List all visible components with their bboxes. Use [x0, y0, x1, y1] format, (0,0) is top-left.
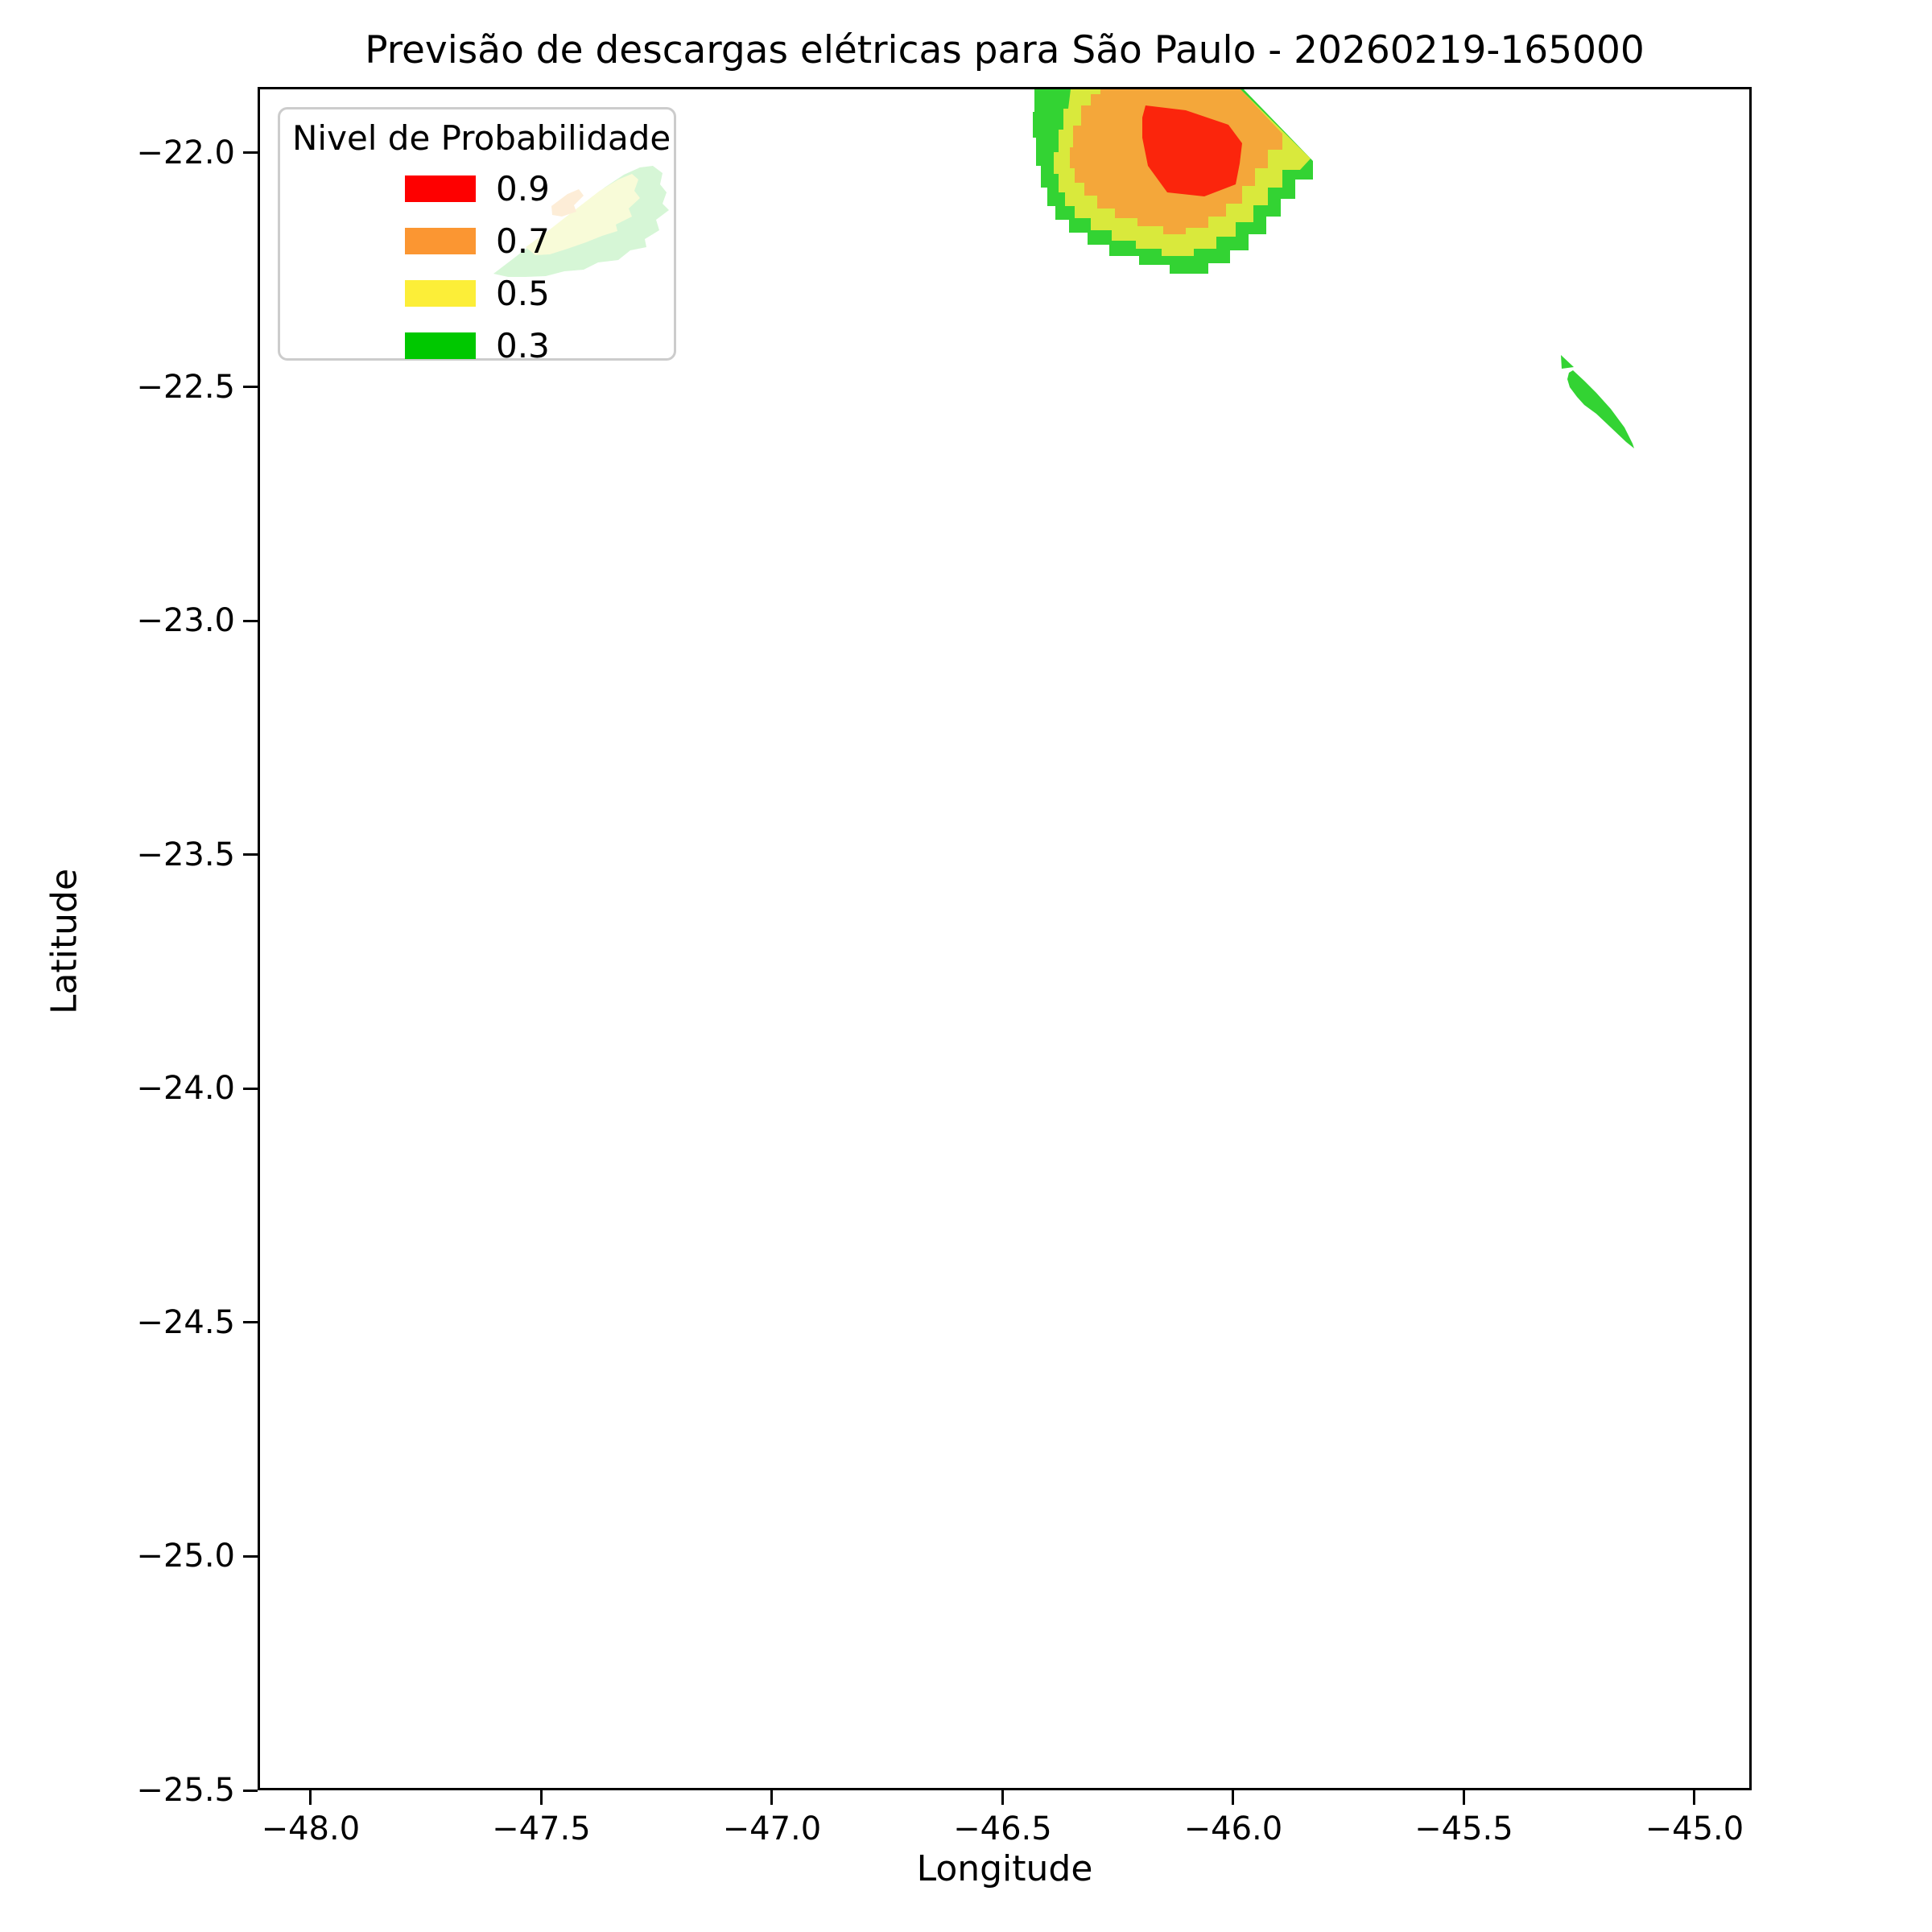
x-tick-mark [309, 1790, 312, 1805]
x-tick-label: −46.5 [953, 1810, 1052, 1847]
figure-title: Previsão de descargas elétricas para São… [365, 28, 1645, 72]
y-tick-mark [243, 1087, 258, 1090]
y-axis-label: Latitude [43, 868, 85, 1015]
legend-entry-label: 0.7 [496, 221, 550, 261]
x-tick-mark [1693, 1790, 1696, 1805]
y-tick-label: −22.0 [136, 134, 235, 171]
legend-entry-label: 0.3 [496, 325, 550, 365]
legend-title: Nivel de Probabilidade [292, 118, 671, 158]
x-tick-mark [1462, 1790, 1465, 1805]
legend-swatch-0.7 [405, 228, 476, 254]
x-tick-mark [1001, 1790, 1004, 1805]
y-tick-label: −23.5 [136, 836, 235, 873]
y-tick-mark [243, 386, 258, 389]
legend-entry: 0.7 [280, 215, 674, 267]
y-tick-label: −24.0 [136, 1070, 235, 1108]
legend-rows: 0.9 0.7 0.5 0.3 [280, 163, 674, 372]
y-tick-mark [243, 1321, 258, 1324]
y-tick-mark [243, 619, 258, 622]
legend-entry-label: 0.5 [496, 273, 550, 313]
x-tick-label: −47.5 [492, 1810, 591, 1847]
x-tick-label: −47.0 [722, 1810, 822, 1847]
y-tick-label: −22.5 [136, 368, 235, 406]
x-tick-label: −48.0 [261, 1810, 361, 1847]
x-axis-label: Longitude [916, 1848, 1093, 1889]
y-tick-label: −23.0 [136, 602, 235, 640]
legend-entry: 0.9 [280, 163, 674, 215]
y-tick-mark [243, 1789, 258, 1792]
axes-frame: Nivel de Probabilidade 0.9 0.7 0.5 0.3 [258, 87, 1752, 1790]
y-tick-mark [243, 853, 258, 857]
y-tick-label: −24.5 [136, 1303, 235, 1341]
small-cell-sliver-0.3 [1567, 370, 1634, 448]
x-tick-mark [1232, 1790, 1235, 1805]
y-tick-label: −25.5 [136, 1772, 235, 1809]
legend-entry: 0.3 [280, 320, 674, 372]
y-tick-mark [243, 1554, 258, 1558]
x-tick-mark [770, 1790, 774, 1805]
contour-plot [493, 89, 1634, 448]
legend-swatch-0.5 [405, 280, 476, 307]
legend-entry-label: 0.9 [496, 168, 550, 208]
legend-entry: 0.5 [280, 267, 674, 320]
y-tick-label: −25.0 [136, 1538, 235, 1575]
legend-box: Nivel de Probabilidade 0.9 0.7 0.5 0.3 [278, 107, 676, 362]
x-tick-label: −45.5 [1414, 1810, 1513, 1847]
legend-swatch-0.3 [405, 332, 476, 359]
x-tick-mark [539, 1790, 543, 1805]
y-tick-mark [243, 151, 258, 155]
main-cell-band-0.9 [1142, 105, 1242, 196]
x-tick-label: −45.0 [1645, 1810, 1744, 1847]
small-cell-triangle-0.3 [1561, 355, 1574, 369]
legend-swatch-0.9 [405, 175, 476, 202]
x-tick-label: −46.0 [1183, 1810, 1283, 1847]
